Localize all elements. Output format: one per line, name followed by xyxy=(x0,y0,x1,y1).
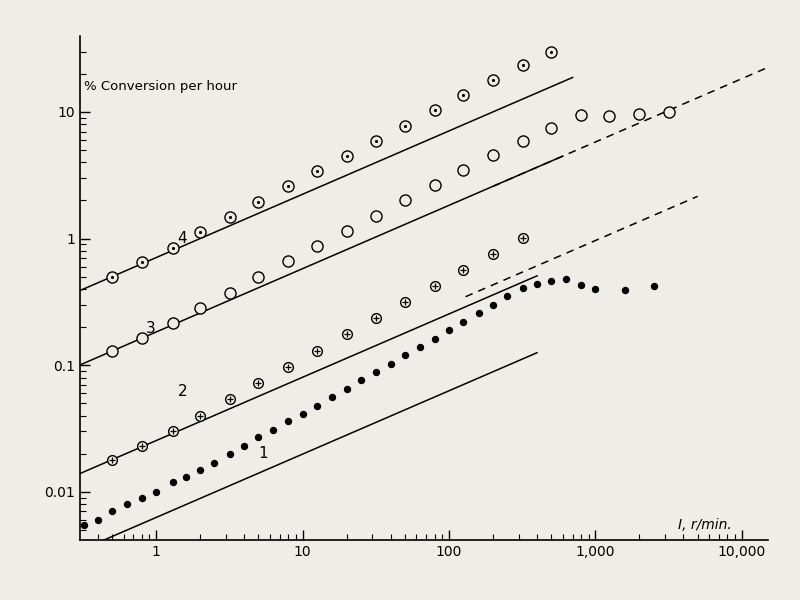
Text: 4: 4 xyxy=(178,231,187,246)
Text: I, r/min.: I, r/min. xyxy=(678,518,731,532)
Text: 2: 2 xyxy=(178,384,187,399)
Text: % Conversion per hour: % Conversion per hour xyxy=(84,80,237,92)
Text: 1: 1 xyxy=(258,446,268,461)
Text: 3: 3 xyxy=(146,321,155,336)
